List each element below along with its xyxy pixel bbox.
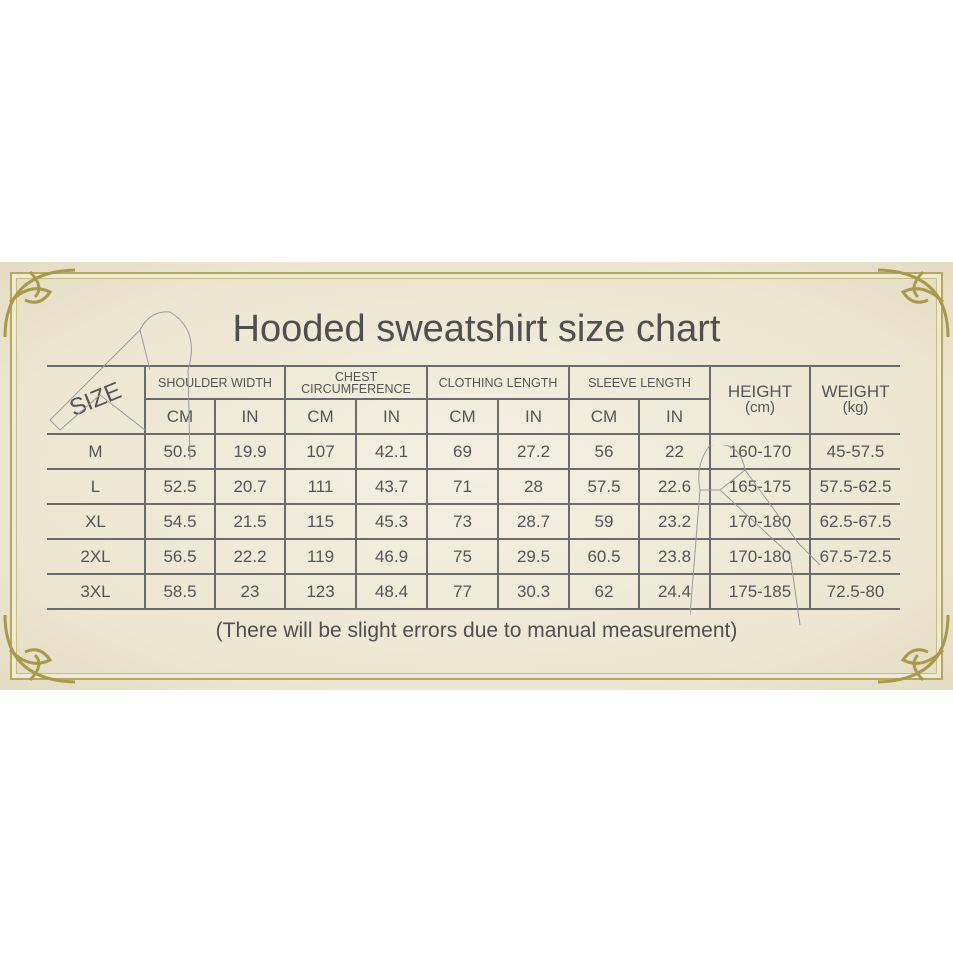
table-cell: 23.8 [638,538,711,575]
size-table: SIZE SHOULDER WIDTH CHEST CIRCUMFERENCE … [47,365,900,610]
unit-header-in: IN [355,398,428,435]
table-cell: 73 [426,503,499,540]
table-cell: 21.5 [214,503,286,540]
table-cell: 72.5-80 [809,573,900,610]
group-header-row: SIZE SHOULDER WIDTH CHEST CIRCUMFERENCE … [47,365,900,435]
table-cell: 123 [284,573,357,610]
table-cell: 67.5-72.5 [809,538,900,575]
table-cell: 107 [284,433,357,470]
table-cell: 28 [497,468,570,505]
ornament-bottom-left-icon [3,614,76,684]
unit-header-cm: CM [284,398,357,435]
ornamental-frame [10,272,943,680]
table-cell: 119 [284,538,357,575]
size-label: XL [47,503,146,540]
header-clothing-length: CLOTHING LENGTH [426,365,570,400]
table-cell: 170-180 [709,538,811,575]
table-cell: 71 [426,468,499,505]
table-row: 3XL 58.5 23 123 48.4 77 30.3 62 24.4 175-185 72.5-… [47,573,900,610]
unit-header-cm: CM [426,398,499,435]
unit-header-cm: CM [568,398,640,435]
header-sleeve-length: SLEEVE LENGTH [568,365,711,400]
table-cell: 50.5 [144,433,216,470]
table-cell: 48.4 [355,573,428,610]
table-cell: 160-170 [709,433,811,470]
table-cell: 77 [426,573,499,610]
table-cell: 23.2 [638,503,711,540]
unit-header-in: IN [638,398,710,435]
table-cell: 111 [284,468,357,505]
table-cell: 62 [568,573,640,610]
table-cell: 52.5 [144,468,216,505]
table-cell: 23 [214,573,286,610]
table-cell: 69 [426,433,499,470]
table-cell: 62.5-67.5 [809,503,900,540]
unit-header-in: IN [214,398,286,435]
table-cell: 22.6 [638,468,711,505]
header-weight: WEIGHT (kg) [809,365,900,435]
unit-header-cm: CM [145,398,216,435]
table-row: XL 54.5 21.5 115 45.3 73 28.7 59 23.2 170-180 62.5… [47,503,900,540]
height-label: HEIGHT [727,382,793,401]
size-label: M [47,433,146,470]
measurement-note: (There will be slight errors due to manu… [215,619,738,642]
height-unit: (cm) [745,399,775,416]
page-title: Hooded sweatshirt size chart [232,308,721,350]
table-cell: 56.5 [144,538,216,575]
table-row: M 50.5 19.9 107 42.1 69 27.2 56 22 160-170 45-57.5 [47,433,900,470]
table-cell: 20.7 [214,468,286,505]
table-cell: 43.7 [355,468,428,505]
unit-header-in: IN [497,398,570,435]
table-row: L 52.5 20.7 111 43.7 71 28 57.5 22.6 165-175 57.5-… [47,468,900,505]
table-cell: 22 [638,433,711,470]
table-row: 2XL 56.5 22.2 119 46.9 75 29.5 60.5 23.8 170-180 6… [47,538,900,575]
table-cell: 60.5 [568,538,640,575]
table-cell: 29.5 [497,538,570,575]
size-label: 2XL [47,538,146,575]
table-cell: 45-57.5 [809,433,900,470]
table-cell: 45.3 [355,503,428,540]
header-shoulder-width: SHOULDER WIDTH [144,365,286,400]
header-chest-circumference: CHEST CIRCUMFERENCE [284,365,428,400]
weight-unit: (kg) [842,399,869,416]
ornament-top-left-icon [3,268,76,338]
size-header-label: SIZE [65,377,126,423]
table-cell: 56 [568,433,640,470]
table-cell: 24.4 [638,573,711,610]
table-cell: 28.7 [497,503,570,540]
size-header: SIZE [47,365,146,435]
size-label: L [47,468,146,505]
table-cell: 30.3 [497,573,570,610]
table-cell: 170-180 [709,503,811,540]
table-cell: 22.2 [214,538,286,575]
ornament-top-right-icon [877,268,950,338]
ornament-bottom-right-icon [877,614,950,684]
table-cell: 165-175 [709,468,811,505]
table-cell: 42.1 [355,433,428,470]
table-cell: 58.5 [144,573,216,610]
table-cell: 115 [284,503,357,540]
table-cell: 27.2 [497,433,570,470]
table-cell: 54.5 [144,503,216,540]
table-cell: 57.5-62.5 [809,468,900,505]
table-cell: 57.5 [568,468,640,505]
table-cell: 75 [426,538,499,575]
size-label: 3XL [47,573,146,610]
table-cell: 46.9 [355,538,428,575]
weight-label: WEIGHT [821,382,890,401]
table-cell: 175-185 [709,573,811,610]
table-cell: 59 [568,503,640,540]
header-height: HEIGHT (cm) [709,365,811,435]
table-cell: 19.9 [214,433,286,470]
